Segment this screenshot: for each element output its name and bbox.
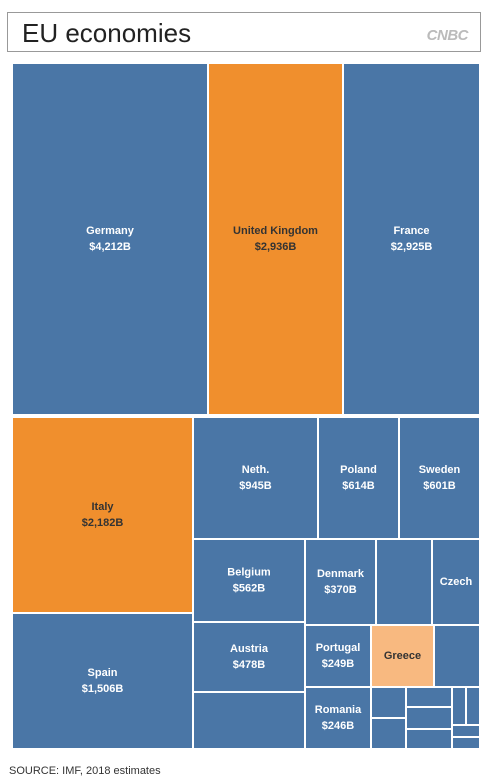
value-label: $478B <box>233 659 265 671</box>
value-label: $246B <box>322 720 354 732</box>
value-label: $945B <box>239 480 271 492</box>
value-label: $1,506B <box>82 683 124 695</box>
value-label: $2,182B <box>82 517 124 529</box>
source-note: SOURCE: IMF, 2018 estimates <box>9 765 161 777</box>
title-box: EU economies CNBC <box>7 12 481 52</box>
value-label: $614B <box>342 480 374 492</box>
tile-unlabeled <box>451 736 481 750</box>
tile-label: Spain <box>88 667 118 679</box>
tile <box>398 416 481 540</box>
tile <box>317 416 400 540</box>
tile-unlabeled <box>433 624 481 688</box>
tile-label: Austria <box>230 643 269 655</box>
tile <box>431 538 481 626</box>
tile <box>207 62 344 416</box>
tile-unlabeled <box>405 686 453 708</box>
tile-unlabeled <box>405 706 453 730</box>
value-label: $601B <box>423 480 455 492</box>
tile-label: Belgium <box>227 566 271 578</box>
value-label: $562B <box>233 582 265 594</box>
tile-label: Czech <box>440 576 473 588</box>
tile-unlabeled <box>465 686 481 726</box>
chart-title: EU economies <box>22 18 192 48</box>
tile-label: Sweden <box>419 464 461 476</box>
tile <box>192 621 306 693</box>
value-label: $249B <box>322 658 354 670</box>
tile <box>342 62 481 416</box>
tile <box>11 62 209 416</box>
tile-unlabeled <box>451 686 467 726</box>
tile <box>192 416 319 540</box>
tile <box>304 686 372 750</box>
tile-unlabeled <box>370 686 407 719</box>
value-label: $2,936B <box>255 241 297 253</box>
tile-label: Portugal <box>316 642 361 654</box>
brand-logo: CNBC <box>426 27 469 44</box>
value-label: $2,925B <box>391 241 433 253</box>
tile-unlabeled <box>370 717 407 750</box>
tile <box>370 624 435 688</box>
value-label: $370B <box>324 584 356 596</box>
tile <box>304 624 372 688</box>
tile-label: France <box>393 225 429 237</box>
tile-label: United Kingdom <box>233 225 318 237</box>
value-label: $4,212B <box>89 241 131 253</box>
tile-label: Neth. <box>242 464 270 476</box>
tile-unlabeled <box>375 538 433 626</box>
tile-unlabeled <box>451 724 481 738</box>
tile-label: Romania <box>315 704 362 716</box>
tile <box>304 538 377 626</box>
tile <box>192 538 306 623</box>
tile-label: Greece <box>384 650 421 662</box>
tile-unlabeled <box>192 691 306 750</box>
tile-label: Italy <box>91 501 114 513</box>
tile-label: Poland <box>340 464 377 476</box>
tile-label: Germany <box>86 225 135 237</box>
tile-unlabeled <box>405 728 453 750</box>
tile <box>11 416 194 614</box>
tile <box>11 612 194 750</box>
tile-label: Denmark <box>317 568 365 580</box>
